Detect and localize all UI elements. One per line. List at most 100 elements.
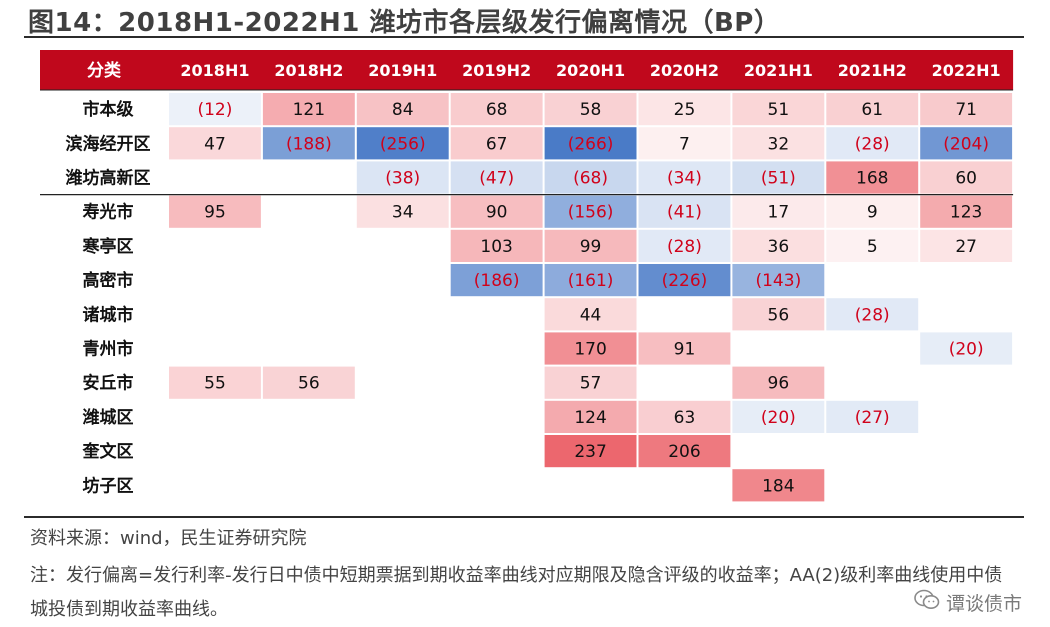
heatmap-cell (732, 400, 825, 433)
heatmap-cell (732, 366, 825, 399)
heatmap-cell (638, 127, 731, 160)
heatmap-cell (169, 127, 261, 160)
heatmap-cell (544, 366, 637, 399)
cell-value-label: 184 (762, 476, 794, 496)
heatmap-cell (920, 161, 1013, 194)
cell-value-label: (47) (479, 169, 514, 189)
heatmap-cell (920, 195, 1013, 228)
heatmap-cell (732, 469, 825, 502)
cell-value-label: 57 (580, 374, 602, 394)
heatmap-cell (169, 195, 261, 228)
figure-title: 图14：2018H1-2022H1 潍坊市各层级发行偏离情况（BP） (28, 8, 781, 38)
heatmap-cell (169, 93, 261, 126)
heatmap-cell (826, 229, 919, 262)
cell-value-label: 51 (768, 100, 790, 120)
bottom-rule (24, 516, 1024, 518)
heatmap-cell (544, 127, 637, 160)
row-label: 潍坊高新区 (66, 168, 151, 189)
heatmap-cell (732, 127, 825, 160)
heatmap-cell (356, 195, 449, 228)
heatmap-cell (826, 93, 919, 126)
cell-value-label: (256) (380, 134, 426, 154)
heatmap-cell (638, 93, 731, 126)
cell-value-label: 123 (950, 203, 982, 223)
cell-value-label: 61 (861, 100, 883, 120)
cell-value-label: 56 (298, 374, 320, 394)
cell-value-label: 25 (674, 100, 696, 120)
heatmap-cell (450, 229, 543, 262)
cell-value-label: 96 (768, 374, 790, 394)
heatmap-cell (920, 93, 1013, 126)
cell-value-label: 121 (293, 100, 325, 120)
heatmap-cell (732, 195, 825, 228)
heatmap-cell (544, 161, 637, 194)
heatmap-cell (826, 400, 919, 433)
footnote: 注：发行偏离=发行利率-发行日中债中短期票据到期收益率曲线对应期限及隐含评级的收… (30, 565, 1003, 620)
cell-value-label: 63 (674, 408, 696, 428)
cell-value-label: 27 (955, 237, 977, 257)
heatmap-cell (732, 298, 825, 331)
row-label: 奎文区 (82, 441, 134, 462)
row-label: 市本级 (83, 99, 134, 120)
heatmap-cell (638, 400, 731, 433)
heatmap-cell (450, 195, 543, 228)
cell-value-label: 170 (574, 340, 606, 360)
heatmap-cell (638, 229, 731, 262)
heatmap-cell (450, 161, 543, 194)
cell-value-label: 32 (768, 134, 790, 154)
watermark: 谭谈债市 (914, 589, 1022, 616)
cell-value-label: 90 (486, 203, 508, 223)
cell-value-label: (41) (667, 203, 702, 223)
source-note: 资料来源：wind，民生证券研究院 (30, 528, 307, 549)
heatmap-cell (826, 161, 919, 194)
cell-value-label: (12) (197, 100, 232, 120)
column-header: 2020H2 (650, 61, 719, 80)
heatmap-cell (544, 332, 637, 365)
cell-value-label: 99 (580, 237, 602, 257)
cell-value-label: (161) (568, 271, 614, 291)
row-label: 寿光市 (83, 202, 134, 223)
heatmap-cell (920, 229, 1013, 262)
column-header: 2021H1 (744, 61, 813, 80)
heatmap-cell (920, 127, 1013, 160)
cell-value-label: 58 (580, 100, 602, 120)
cell-value-label: 7 (679, 134, 690, 154)
heatmap-cell (638, 264, 731, 297)
row-label: 坊子区 (83, 475, 134, 496)
cell-value-label: 168 (856, 169, 888, 189)
heatmap-cell (638, 332, 731, 365)
cell-value-label: 60 (955, 169, 977, 189)
column-header: 2018H2 (274, 61, 343, 80)
row-label: 滨海经开区 (66, 133, 151, 154)
cell-value-label: 9 (867, 203, 878, 223)
heatmap-cell (638, 195, 731, 228)
cell-value-label: 47 (204, 134, 226, 154)
heatmap-cell (262, 127, 355, 160)
heatmap-cell (732, 161, 825, 194)
cell-value-label: 34 (392, 203, 414, 223)
cell-value-label: 55 (204, 374, 226, 394)
cell-value-label: 95 (204, 203, 226, 223)
heatmap-cell (732, 93, 825, 126)
heatmap-cell (638, 161, 731, 194)
heatmap-cell (732, 229, 825, 262)
cell-value-label: (20) (761, 408, 796, 428)
cell-value-label: 237 (574, 442, 606, 462)
cell-value-label: (38) (385, 169, 420, 189)
row-label: 寒亭区 (83, 236, 134, 257)
cell-value-label: (143) (755, 271, 801, 291)
heatmap-cell (450, 127, 543, 160)
heatmap-cell (732, 264, 825, 297)
table-header-band (40, 50, 1014, 90)
heatmap-cell (638, 435, 731, 468)
cell-value-label: (204) (943, 134, 989, 154)
cell-value-label: 124 (574, 408, 606, 428)
cell-value-label: 206 (668, 442, 700, 462)
heatmap-cell (356, 93, 449, 126)
row-label: 高密市 (83, 270, 134, 291)
heatmap-cell (544, 400, 637, 433)
heatmap-cell (826, 127, 919, 160)
column-header: 2018H1 (180, 61, 249, 80)
heatmap-cell (544, 298, 637, 331)
corner-label: 分类 (87, 60, 122, 81)
